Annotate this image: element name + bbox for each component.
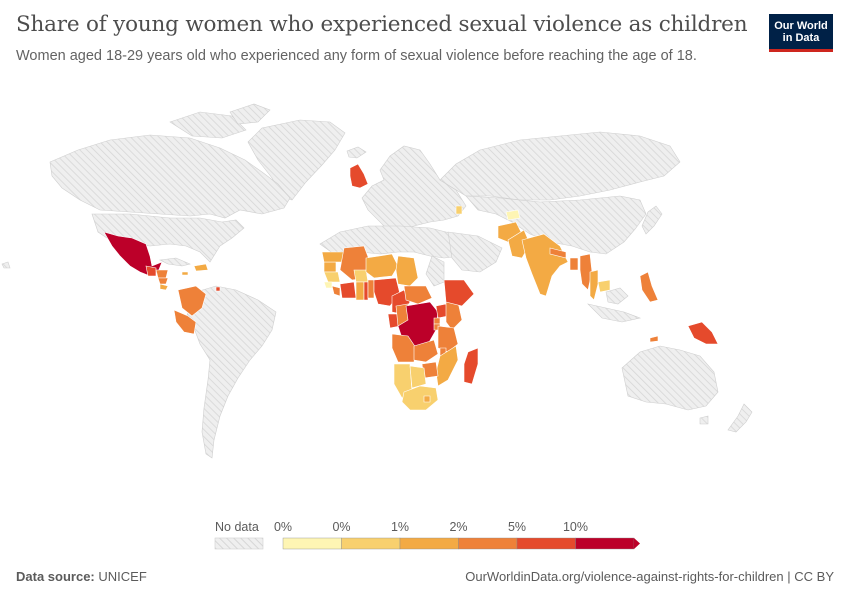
footer-license[interactable]: | CC BY [787, 569, 834, 584]
country-jamaica [181, 271, 189, 276]
country-nepal [549, 247, 567, 259]
country-colombia [177, 285, 207, 317]
data-source: Data source: UNICEF [16, 569, 147, 584]
land-borneo [605, 287, 629, 305]
country-philippines [639, 271, 659, 303]
land-central-asia-china [465, 195, 647, 255]
world-map[interactable] [0, 90, 850, 500]
legend-bin-1 [341, 537, 401, 550]
country-botswana [409, 365, 427, 389]
country-thailand [589, 269, 599, 301]
legend-tick-0: 0% [274, 520, 292, 534]
country-togo [363, 281, 369, 301]
land-indonesia [587, 303, 642, 323]
country-uk [349, 163, 369, 189]
country-lesotho [423, 395, 431, 403]
legend-bin-5 [575, 537, 635, 550]
logo-line-1: Our World [774, 20, 828, 32]
legend-bin-3 [458, 537, 518, 550]
legend-tick-3: 2% [449, 520, 467, 534]
footer-url[interactable]: OurWorldinData.org/violence-against-righ… [465, 569, 784, 584]
logo-line-2: in Data [782, 32, 820, 44]
country-guinea [323, 271, 341, 283]
country-cambodia [597, 279, 611, 293]
land-europe [361, 145, 467, 231]
legend-tick-labels: 0% 0% 1% 2% 5% 10% [274, 520, 588, 534]
country-niger [365, 253, 399, 279]
country-costa-rica [159, 283, 169, 291]
country-madagascar [463, 347, 479, 385]
no-data-land [1, 103, 753, 459]
chart-title: Share of young women who experienced sex… [16, 12, 748, 37]
land-sahel-gap [425, 255, 445, 287]
land-japan [641, 205, 663, 235]
country-mozambique [435, 345, 459, 387]
legend-no-data-swatch [214, 537, 264, 550]
country-myanmar [579, 253, 593, 291]
land-arabia [447, 231, 503, 273]
legend-tick-2: 1% [391, 520, 409, 534]
country-moldova [455, 205, 463, 215]
legend-color-bins [282, 537, 640, 550]
legend-bin-2 [399, 537, 459, 550]
land-tasmania [699, 415, 709, 425]
country-ghana [355, 281, 365, 301]
land-russia [439, 131, 681, 201]
legend-bin-4 [516, 537, 576, 550]
land-new-zealand [727, 403, 753, 433]
legend-tick-5: 10% [563, 520, 588, 534]
country-cote-divoire [339, 281, 357, 299]
country-ethiopia [443, 279, 475, 307]
land-arctic-islands [169, 111, 247, 139]
country-rwanda [433, 317, 441, 325]
country-honduras [155, 269, 169, 279]
chart-subtitle: Women aged 18-29 years old who experienc… [16, 48, 697, 64]
land-cuba [158, 257, 191, 267]
country-sierra-leone [323, 281, 333, 289]
legend-bin-0 [282, 537, 342, 550]
country-haiti-dr [193, 263, 209, 272]
owid-logo[interactable]: Our World in Data [769, 14, 833, 52]
country-south-africa [401, 385, 439, 411]
land-australia [621, 345, 719, 411]
country-liberia [331, 285, 341, 297]
data-source-label: Data source: [16, 569, 95, 584]
land-south-america [185, 285, 277, 459]
map-legend: No data 0% 0% 1% 2% 5% 10% [214, 520, 640, 550]
country-kenya [445, 301, 463, 331]
land-hawaii [1, 261, 11, 269]
footer-link[interactable]: OurWorldinData.org/violence-against-righ… [465, 569, 834, 584]
legend-tick-1: 0% [332, 520, 350, 534]
legend-tick-4: 5% [508, 520, 526, 534]
country-timor [649, 335, 659, 343]
country-bangladesh [569, 257, 579, 271]
land-greenland [247, 119, 346, 201]
country-peru [173, 309, 197, 335]
legend-arrow [634, 538, 640, 549]
country-angola [391, 333, 417, 363]
country-png [687, 321, 719, 345]
land-canada-alaska [49, 134, 291, 219]
country-benin [367, 279, 375, 299]
country-car [403, 285, 433, 305]
country-nicaragua [157, 277, 169, 285]
country-zambia [413, 339, 439, 363]
data-source-value: UNICEF [98, 569, 147, 584]
country-chad [395, 255, 419, 287]
country-mexico [103, 231, 163, 277]
land-iceland [346, 146, 367, 159]
land-ellesmere [229, 103, 271, 125]
country-senegal [323, 261, 337, 273]
country-trinidad [215, 286, 221, 292]
legend-no-data-label: No data [215, 520, 259, 534]
country-tajikistan [505, 209, 521, 221]
data-countries [103, 163, 719, 411]
country-guatemala [145, 265, 157, 277]
